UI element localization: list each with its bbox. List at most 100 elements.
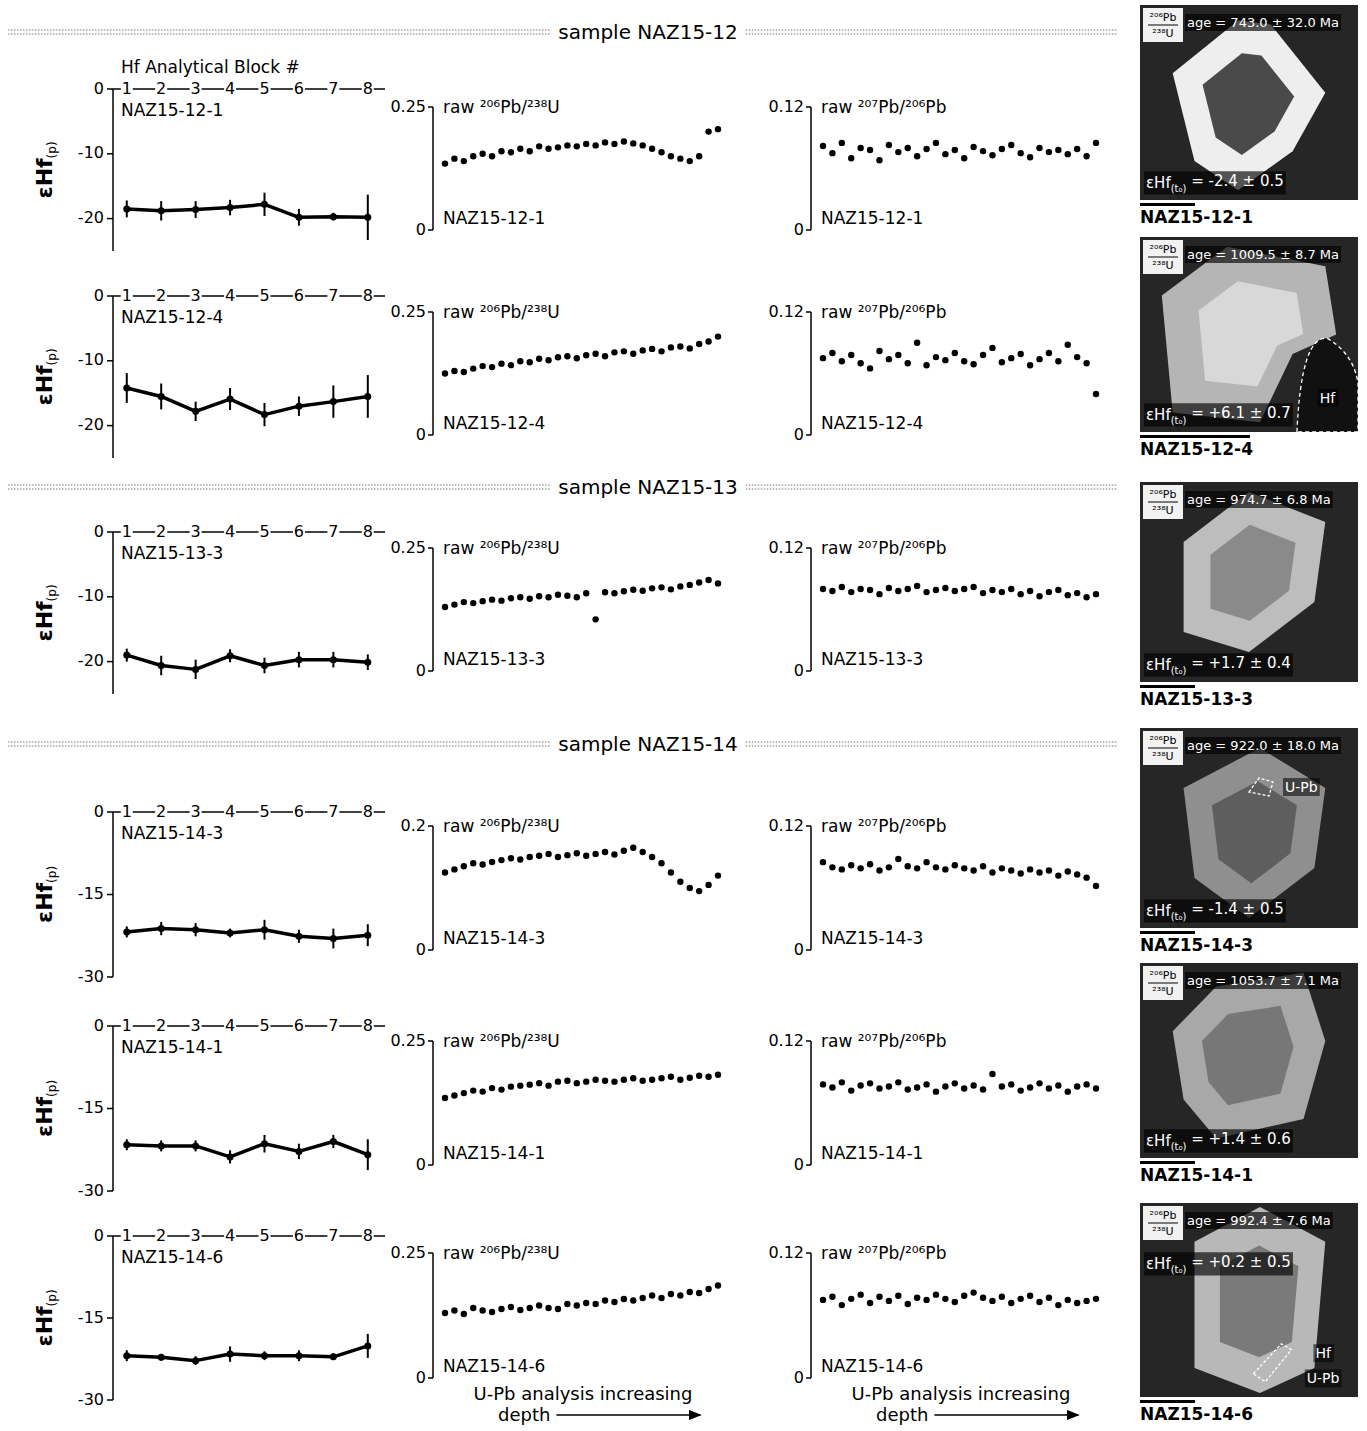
data-point	[192, 1142, 199, 1149]
data-point	[479, 151, 485, 157]
panel: 00.12raw ²⁰⁷Pb/²⁰⁶PbNAZ15-12-1	[768, 97, 1099, 239]
x-tick-label: 1	[122, 79, 132, 98]
data-point	[886, 1298, 892, 1304]
panel-title: NAZ15-14-1	[443, 1143, 545, 1163]
data-point	[658, 348, 664, 354]
label-main: εHf	[32, 601, 57, 642]
ratio-numerator: ²⁰⁶Pb	[1150, 488, 1177, 501]
data-point	[867, 1080, 873, 1086]
data-point	[1017, 351, 1023, 357]
sample-header: sample NAZ15-14	[558, 732, 738, 756]
scale-bar	[1140, 931, 1195, 934]
header-rule	[746, 745, 1118, 746]
data-point	[715, 1072, 721, 1078]
y-axis-title: εHf(p)	[32, 1289, 59, 1346]
data-point	[914, 1084, 920, 1090]
x-axis	[113, 1235, 385, 1237]
plot-data	[820, 1289, 1099, 1308]
data-point	[839, 584, 845, 590]
y-tick-label: -30	[78, 1181, 104, 1200]
data-point	[1093, 883, 1099, 889]
data-point	[1027, 154, 1033, 160]
label-patch	[1185, 491, 1333, 508]
data-point	[1017, 1087, 1023, 1093]
y-axis	[810, 312, 812, 435]
data-point	[989, 345, 995, 351]
data-point	[621, 848, 627, 854]
panel-title: NAZ15-12-1	[121, 100, 223, 120]
age-label: age = 992.4 ± 7.6 Ma	[1187, 1213, 1331, 1228]
x-tick-label: 6	[294, 1016, 304, 1035]
x-tick-label: 8	[363, 802, 373, 821]
data-point	[839, 1302, 845, 1308]
data-point	[677, 583, 683, 589]
data-point	[1008, 586, 1014, 592]
grain-image: ²⁰⁶Pb²³⁸Uage = 992.4 ± 7.6 MaεHf(t₀) = +…	[1140, 1203, 1358, 1424]
data-point	[1008, 142, 1014, 148]
data-point	[517, 146, 523, 152]
spot-outline	[1253, 1344, 1291, 1382]
data-point	[705, 882, 711, 888]
data-point	[677, 1292, 683, 1298]
data-point	[489, 1085, 495, 1091]
age-label: age = 974.7 ± 6.8 Ma	[1187, 492, 1331, 507]
data-point	[677, 1076, 683, 1082]
data-point	[999, 359, 1005, 365]
image-background	[1140, 1203, 1358, 1397]
depth-arrow	[934, 1414, 1078, 1415]
x-axis-title: depth	[876, 1404, 928, 1425]
data-point	[1008, 1081, 1014, 1087]
data-point	[914, 583, 920, 589]
data-point	[829, 864, 835, 870]
data-point	[942, 151, 948, 157]
y-axis-title: raw ²⁰⁷Pb/²⁰⁶Pb	[821, 816, 946, 836]
data-point	[536, 356, 542, 362]
x-tick-label: 1	[122, 1016, 132, 1035]
data-point	[820, 355, 826, 361]
x-tick-label: 1	[122, 522, 132, 541]
y-axis	[112, 532, 114, 694]
label-main: εHf	[32, 1306, 57, 1347]
data-point	[914, 1295, 920, 1301]
ratio-box	[1143, 966, 1183, 1000]
data-point	[158, 1142, 165, 1149]
image-background	[1140, 482, 1358, 682]
label-main: εHf	[1146, 406, 1171, 424]
data-point	[564, 1301, 570, 1307]
data-point	[876, 591, 882, 597]
panel-title: NAZ15-14-3	[121, 823, 223, 843]
data-point	[705, 338, 711, 344]
x-tick-label: 7	[328, 802, 338, 821]
data-point	[364, 1342, 371, 1349]
data-point	[545, 1305, 551, 1311]
data-point	[649, 585, 655, 591]
age-label: age = 922.0 ± 18.0 Ma	[1187, 738, 1339, 753]
data-point	[1055, 587, 1061, 593]
x-axis	[113, 1025, 385, 1027]
y-axis-title: raw ²⁰⁶Pb/²³⁸U	[443, 1031, 560, 1051]
data-point	[705, 1074, 711, 1080]
y-tick-label: 0.25	[390, 1243, 426, 1262]
image-content	[1140, 1203, 1358, 1397]
x-tick-label: 4	[225, 1016, 235, 1035]
data-point	[442, 370, 448, 376]
y-tick	[107, 596, 113, 598]
data-point	[668, 344, 674, 350]
y-tick	[107, 1190, 113, 1192]
data-point	[820, 1081, 826, 1087]
y-axis	[432, 312, 434, 435]
x-axis-title: Hf Analytical Block #	[121, 57, 300, 77]
scale-bar	[1140, 203, 1195, 206]
crystal	[1195, 1207, 1326, 1393]
y-tick	[428, 1040, 433, 1042]
data-point	[923, 1081, 929, 1087]
y-tick	[428, 434, 433, 436]
data-point	[158, 662, 165, 669]
data-point	[602, 139, 608, 145]
data-point	[574, 594, 580, 600]
data-point	[498, 1086, 504, 1092]
data-point	[555, 144, 561, 150]
data-point	[1074, 1083, 1080, 1089]
data-point	[1074, 590, 1080, 596]
data-point	[1027, 588, 1033, 594]
